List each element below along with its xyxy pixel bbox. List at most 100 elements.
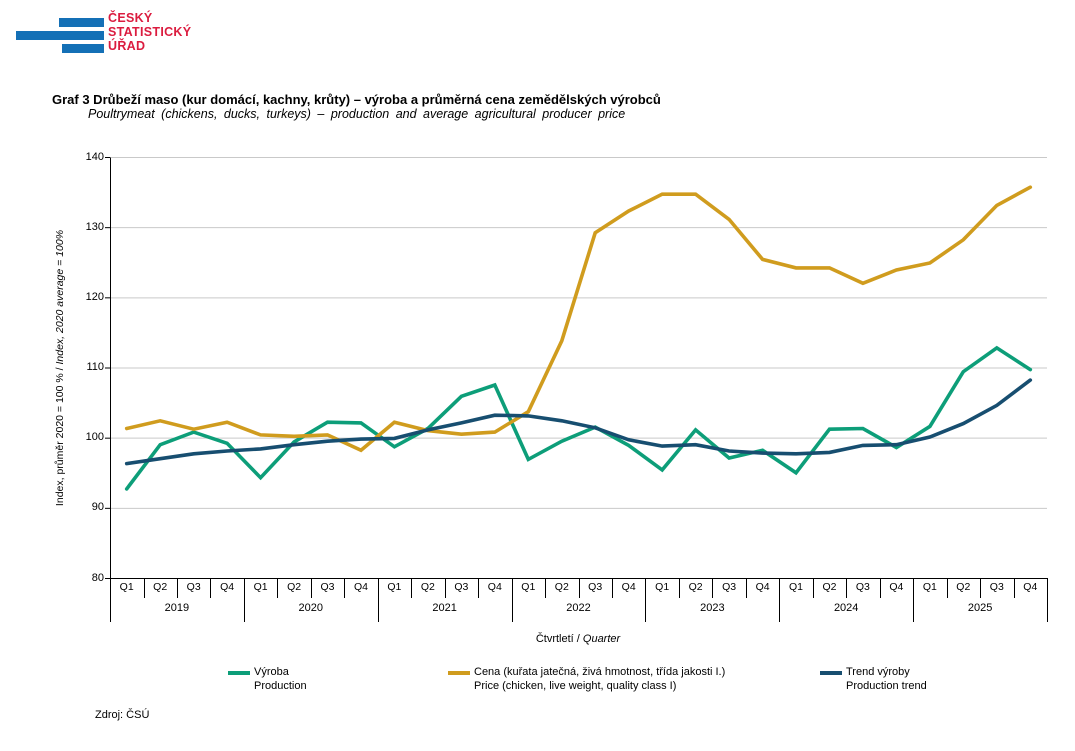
x-tick-quarter-label: Q1 — [788, 581, 803, 593]
x-tick-quarter-label: Q1 — [253, 581, 268, 593]
year-separator — [913, 578, 915, 622]
quarter-separator — [310, 578, 312, 598]
logo-bar-icon — [62, 44, 104, 53]
quarter-separator — [678, 578, 680, 598]
x-tick-quarter-label: Q3 — [855, 581, 870, 593]
x-tick-year-label: 2020 — [298, 602, 324, 614]
x-tick-quarter-label: Q4 — [487, 581, 502, 593]
legend-label: Výroba Production — [254, 666, 307, 693]
legend-label-cs: Trend výroby — [846, 666, 910, 678]
plot-svg — [105, 157, 1047, 579]
year-separator — [779, 578, 781, 622]
quarter-separator — [143, 578, 145, 598]
y-tick-label: 80 — [91, 571, 104, 584]
legend-line-icon — [448, 671, 470, 675]
x-axis-title-cs: Čtvrtletí — [535, 633, 574, 645]
x-tick-quarter-label: Q3 — [588, 581, 603, 593]
year-separator — [377, 578, 379, 622]
legend-label-en: Production trend — [846, 679, 927, 692]
x-tick-year-label: 2021 — [432, 602, 457, 614]
x-tick-year-label: 2022 — [566, 602, 591, 614]
y-axis-title: Index, průměr 2020 = 100 % / Index, 2020… — [54, 230, 66, 506]
y-tick-label: 120 — [85, 290, 104, 303]
y-axis-title-separator: / — [54, 364, 66, 374]
quarter-separator — [946, 578, 948, 598]
legend-line-icon — [820, 671, 842, 675]
logo-bar-icon — [16, 31, 104, 40]
quarter-separator — [712, 578, 714, 598]
legend-label-cs: Cena (kuřata jatečná, živá hmotnost, tří… — [474, 666, 726, 678]
year-separator — [645, 578, 647, 622]
x-tick-quarter-label: Q3 — [454, 581, 469, 593]
x-tick-quarter-label: Q4 — [1023, 581, 1038, 593]
quarter-separator — [846, 578, 848, 598]
series-line-price — [124, 185, 1033, 453]
logo-line-1: ČESKÝ — [108, 11, 153, 25]
x-tick-quarter-label: Q2 — [153, 581, 168, 593]
x-tick-year-label: 2019 — [164, 602, 190, 614]
y-tick-label: 130 — [85, 220, 104, 233]
x-tick-quarter-label: Q2 — [420, 581, 435, 593]
quarter-separator — [745, 578, 747, 598]
legend-entry-price: Cena (kuřata jatečná, živá hmotnost, tří… — [448, 666, 725, 693]
quarter-separator — [1013, 578, 1015, 598]
x-tick-year-label: 2023 — [700, 602, 725, 614]
y-tick-label: 140 — [85, 150, 104, 163]
x-tick-quarter-label: Q4 — [353, 581, 368, 593]
quarter-separator — [578, 578, 580, 598]
legend-label: Trend výroby Production trend — [846, 666, 927, 693]
legend-label: Cena (kuřata jatečná, živá hmotnost, tří… — [474, 666, 725, 693]
quarter-separator — [344, 578, 346, 598]
x-tick-quarter-label: Q2 — [688, 581, 703, 593]
x-tick-quarter-label: Q2 — [554, 581, 569, 593]
x-tick-quarter-label: Q1 — [521, 581, 536, 593]
logo-bar-icon — [59, 18, 104, 27]
quarter-separator — [812, 578, 814, 598]
legend-label-en: Price (chicken, live weight, quality cla… — [474, 679, 677, 692]
legend-label-cs: Výroba — [254, 666, 289, 678]
x-tick-quarter-label: Q1 — [119, 581, 134, 593]
x-tick-quarter-label: Q2 — [822, 581, 837, 593]
quarter-separator — [411, 578, 413, 598]
x-tick-quarter-label: Q2 — [287, 581, 302, 593]
x-tick-quarter-label: Q2 — [956, 581, 971, 593]
x-axis: Q1 Q2 Q3 Q4 Q1 Q2 Q3 Q4 Q1 Q2 Q3 Q4 Q1 Q2 Q3 Q4 Q1 Q2 Q3 Q4… — [110, 578, 1048, 624]
y-tick-label: 90 — [91, 501, 104, 514]
quarter-separator — [444, 578, 446, 598]
year-separator — [243, 578, 245, 622]
quarter-separator — [545, 578, 546, 598]
x-tick-quarter-label: Q3 — [320, 581, 335, 593]
x-tick-quarter-label: Q4 — [621, 581, 636, 593]
legend-entry-production: Výroba Production — [228, 666, 307, 693]
quarter-separator — [277, 578, 279, 598]
series-line-production — [124, 345, 1033, 491]
y-tick-label: 110 — [86, 361, 104, 373]
series-line-production-trend — [124, 378, 1033, 466]
logo-text: ČESKÝ STATISTICKÝ ÚŘAD — [108, 11, 191, 54]
logo-line-2: STATISTICKÝ — [108, 25, 192, 40]
x-tick-year-label: 2025 — [967, 602, 993, 614]
x-axis-title-en: Quarter — [582, 633, 621, 645]
x-tick-quarter-label: Q1 — [922, 581, 937, 593]
x-tick-quarter-label: Q4 — [220, 581, 235, 593]
x-tick-quarter-label: Q3 — [989, 581, 1004, 593]
x-tick-quarter-label: Q1 — [655, 581, 670, 593]
quarter-separator — [176, 578, 178, 598]
legend-line-icon — [228, 671, 250, 675]
logo-line-3: ÚŘAD — [108, 39, 146, 54]
legend-label-en: Production — [254, 679, 307, 692]
y-tick-label: 100 — [85, 431, 104, 444]
legend-entry-production-trend: Trend výroby Production trend — [820, 666, 927, 693]
x-axis-title: Čtvrtletí / Quarter — [535, 633, 621, 645]
chart-title-en: Poultrymeat (chickens, ducks, turkeys) –… — [88, 107, 626, 121]
quarter-separator — [879, 578, 881, 598]
x-tick-year-label: 2024 — [833, 602, 859, 614]
csu-logo: ČESKÝ STATISTICKÝ ÚŘAD — [0, 0, 260, 70]
y-axis-title-cs: Index, průměr 2020 = 100 % — [54, 373, 66, 507]
quarter-separator — [478, 578, 480, 598]
source-note: Zdroj: ČSÚ — [95, 709, 150, 721]
x-tick-quarter-label: Q1 — [387, 581, 402, 593]
quarter-separator — [980, 578, 982, 598]
quarter-separator — [210, 578, 212, 598]
